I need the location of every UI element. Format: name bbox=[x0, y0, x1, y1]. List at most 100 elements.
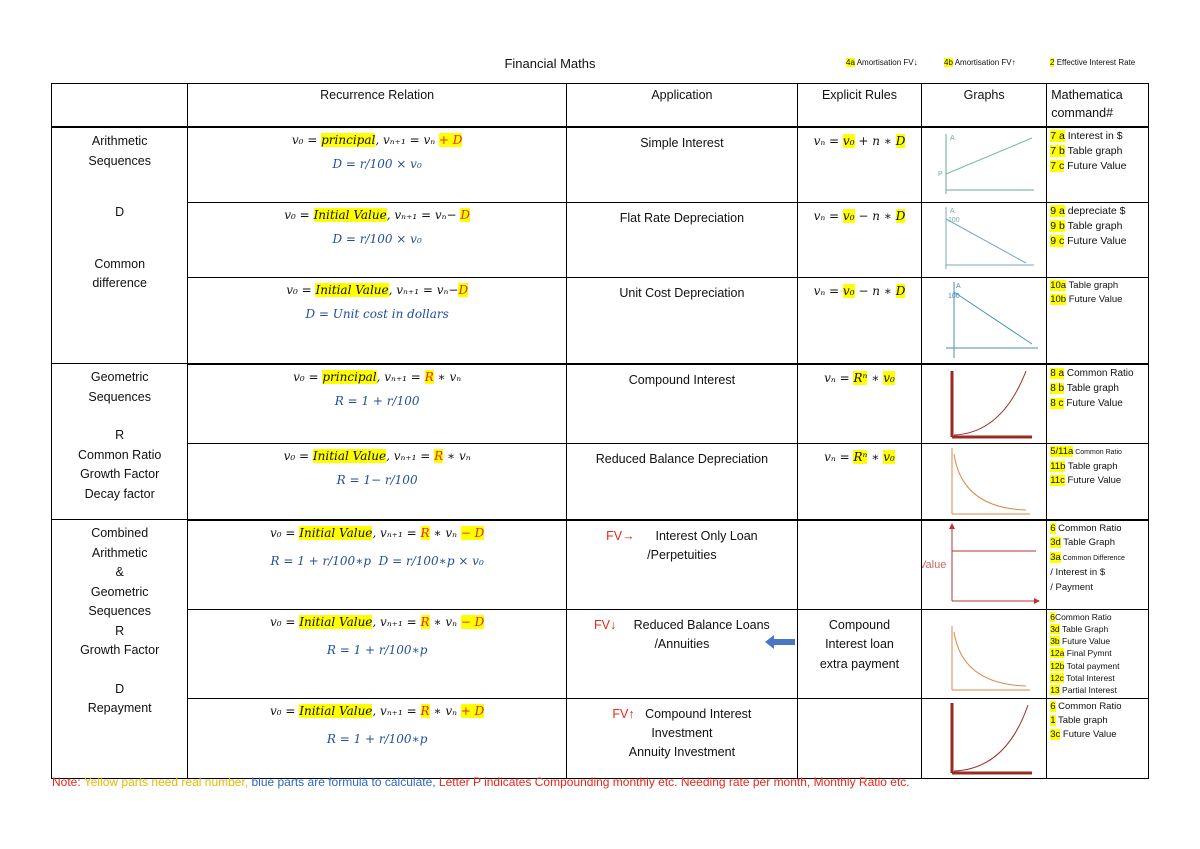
formula-flat: D = r/100 × v₀ bbox=[332, 232, 422, 246]
command-12b: 12b Total payment bbox=[1050, 660, 1120, 671]
recurrence-simple: v₀ = principal, vₙ₊₁ = vₙ + D D = r/100 … bbox=[187, 126, 567, 203]
command-8c: 8 c Future Value bbox=[1050, 397, 1123, 409]
commands-flat: 9 a depreciate $ 9 b Table graph 9 c Fut… bbox=[1046, 202, 1149, 278]
explicit-investment bbox=[796, 697, 923, 779]
graph-value-label: Value bbox=[922, 559, 946, 571]
header-row: Recurrence Relation Application Explicit… bbox=[50, 83, 1149, 128]
command-7b: 7 b Table graph bbox=[1050, 145, 1123, 157]
command-6-inv: 6 Common Ratio bbox=[1050, 700, 1122, 712]
recurrence-compound: v₀ = principal, vₙ₊₁ = R ∗ vₙ R = 1 + r/… bbox=[187, 363, 567, 444]
command-11c: 11c Future Value bbox=[1050, 475, 1122, 486]
recurrence-reduced: v₀ = Initial Value, vₙ₊₁ = R ∗ vₙ R = 1−… bbox=[187, 443, 567, 521]
linear-decrease-graph: A 100 bbox=[945, 207, 1035, 269]
group-geometric: Geometric Sequences R Common Ratio Growt… bbox=[50, 363, 189, 520]
linear-decrease-graph-2: A 100 bbox=[946, 282, 1039, 358]
header-explicit: Explicit Rules bbox=[796, 83, 923, 128]
command-6-ratio: 6Common Ratio bbox=[1050, 611, 1112, 622]
graph-interest-only: Value bbox=[921, 519, 1048, 610]
commands-unit: 10a Table graph 10b Future Value bbox=[1046, 277, 1149, 365]
command-12c: 12c Total Interest bbox=[1050, 672, 1115, 683]
command-3d: 3d Table Graph bbox=[1050, 537, 1116, 548]
command-7c: 7 c Future Value bbox=[1050, 160, 1127, 172]
command-9a: 9 a depreciate $ bbox=[1050, 205, 1126, 217]
formula-annuities: R = 1 + r/100∗p bbox=[326, 642, 428, 657]
graph-axis-label: A bbox=[956, 283, 961, 290]
exponential-decay-graph bbox=[951, 448, 1031, 515]
constant-value-graph: Value bbox=[922, 522, 1041, 604]
row-investment: v₀ = Initial Value, vₙ₊₁ = R ∗ vₙ + D R … bbox=[52, 697, 1149, 779]
legend-item-2: 2 Effective Interest Rate bbox=[1050, 58, 1136, 67]
row-compound-interest: Geometric Sequences R Common Ratio Growt… bbox=[50, 363, 1149, 520]
graph-tick-label: P bbox=[938, 171, 943, 178]
linear-increase-graph: A P bbox=[938, 134, 1035, 194]
commands-simple: 7 a Interest in $ 7 b Table graph 7 c Fu… bbox=[1046, 126, 1149, 203]
fv-indicator: FV↑ bbox=[612, 706, 635, 721]
formula-reduced: R = 1− r/100 bbox=[336, 473, 418, 487]
recurrence-investment: v₀ = Initial Value, vₙ₊₁ = R ∗ vₙ + D R … bbox=[187, 697, 567, 779]
decreasing-balance-graph bbox=[951, 625, 1031, 690]
formula-compound: R = 1 + r/100 bbox=[334, 393, 420, 408]
application-investment: FV↑ Compound Interest Investment Annuity… bbox=[565, 697, 798, 779]
row-reduced-balance: v₀ = Initial Value, vₙ₊₁ = R ∗ vₙ R = 1−… bbox=[52, 443, 1149, 521]
application-annuities: FV↓ Reduced Balance Loans /Annuities bbox=[565, 608, 798, 699]
application-flat: Flat Rate Depreciation bbox=[565, 202, 798, 278]
commands-reduced: 5/11a Common Ratio 11b Table graph 11c F… bbox=[1046, 443, 1149, 521]
command-10a: 10a Table graph bbox=[1050, 280, 1119, 291]
application-unit: Unit Cost Depreciation bbox=[565, 277, 798, 365]
header-recurrence: Recurrence Relation bbox=[187, 83, 567, 128]
command-9c: 9 c Future Value bbox=[1050, 235, 1127, 247]
explicit-unit: vₙ = v₀ − n ∗ D bbox=[796, 277, 923, 365]
command-3d-graph: 3d Table Graph bbox=[1050, 623, 1109, 634]
footer-note: Note: Yellow parts need real number, blu… bbox=[52, 775, 910, 789]
arrow-left-icon bbox=[764, 634, 795, 649]
row-annuities: v₀ = Initial Value, vₙ₊₁ = R ∗ vₙ − D R … bbox=[52, 608, 1149, 699]
recurrence-flat: v₀ = Initial Value, vₙ₊₁ = vₙ− D D = r/1… bbox=[187, 202, 567, 278]
row-flat-rate: v₀ = Initial Value, vₙ₊₁ = vₙ− D D = r/1… bbox=[52, 202, 1149, 278]
graph-compound bbox=[921, 363, 1048, 444]
command-12a: 12a Final Pymnt bbox=[1050, 648, 1112, 659]
command-3c: 3c Future Value bbox=[1050, 728, 1117, 740]
formula-simple: D = r/100 × v₀ bbox=[332, 157, 422, 171]
commands-annuities: 6Common Ratio 3d Table Graph 3b Future V… bbox=[1046, 608, 1149, 699]
recurrence-unit: v₀ = Initial Value, vₙ₊₁ = vₙ−D D = Unit… bbox=[187, 277, 567, 365]
commands-interest-only: 6 Common Ratio 3d Table Graph 3a Common … bbox=[1046, 519, 1149, 610]
commands-investment: 6 Common Ratio 1 Table graph 3c Future V… bbox=[1046, 697, 1149, 779]
row-simple-interest: Arithmetic Sequences D Common difference… bbox=[50, 126, 1149, 364]
financial-maths-table: Recurrence Relation Application Explicit… bbox=[50, 83, 1149, 779]
command-interest: / Interest in $ bbox=[1050, 567, 1106, 578]
graph-axis-label: A bbox=[950, 208, 955, 215]
legend-item-4a: 4a Amortisation FV↓ bbox=[846, 58, 918, 67]
fv-indicator: FV→ bbox=[606, 528, 635, 543]
command-3b: 3b Future Value bbox=[1050, 636, 1111, 647]
header-blank bbox=[50, 83, 189, 128]
group-arithmetic: Arithmetic Sequences D Common difference bbox=[50, 126, 189, 364]
application-compound: Compound Interest bbox=[565, 363, 798, 444]
command-3a: 3a Common Difference bbox=[1050, 551, 1125, 563]
application-simple: Simple Interest bbox=[565, 126, 798, 203]
recurrence-annuities: v₀ = Initial Value, vₙ₊₁ = R ∗ vₙ − D R … bbox=[187, 608, 567, 699]
graph-annuities bbox=[921, 608, 1048, 699]
command-10b: 10b Future Value bbox=[1050, 294, 1123, 305]
command-1: 1 Table graph bbox=[1050, 714, 1108, 726]
page-title: Financial Maths bbox=[504, 56, 596, 71]
command-9b: 9 b Table graph bbox=[1050, 220, 1123, 232]
graph-tick-label: 100 bbox=[948, 293, 960, 300]
exponential-growth-graph bbox=[950, 370, 1033, 438]
graph-axis-label: A bbox=[950, 135, 955, 142]
graph-tick-label: 100 bbox=[948, 217, 960, 224]
recurrence-interest-only: v₀ = Initial Value, vₙ₊₁ = R ∗ vₙ − D R … bbox=[187, 519, 567, 610]
command-8a: 8 a Common Ratio bbox=[1050, 367, 1134, 379]
header-graphs: Graphs bbox=[921, 83, 1048, 128]
header-mathematica: Mathematica command# bbox=[1046, 83, 1149, 128]
graph-reduced bbox=[921, 443, 1048, 521]
graph-unit: A 100 bbox=[921, 277, 1048, 365]
command-payment: / Payment bbox=[1050, 581, 1093, 593]
group-combined: Combined Arithmetic & Geometric Sequence… bbox=[50, 519, 189, 779]
command-5-11a: 5/11a Common Ratio bbox=[1050, 446, 1122, 457]
graph-investment bbox=[921, 697, 1048, 779]
command-11b: 11b Table graph bbox=[1050, 461, 1118, 472]
explicit-flat: vₙ = v₀ − n ∗ D bbox=[796, 202, 923, 278]
explicit-annuities: Compound Interest loan extra payment bbox=[796, 608, 923, 699]
row-interest-only: Combined Arithmetic & Geometric Sequence… bbox=[50, 519, 1149, 779]
graph-flat: A 100 bbox=[921, 202, 1048, 278]
